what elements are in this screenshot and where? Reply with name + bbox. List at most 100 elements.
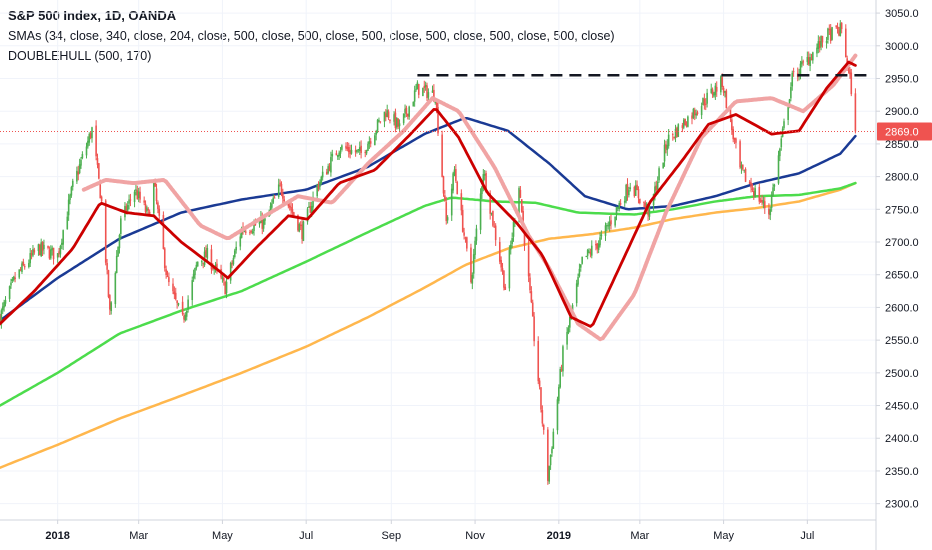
candle-body — [628, 190, 630, 196]
candle — [581, 256, 583, 265]
y-tick-label: 2950.0 — [885, 73, 919, 85]
candle-body — [338, 152, 340, 157]
candle-body — [818, 40, 821, 49]
candle — [0, 313, 1, 326]
candle-body — [387, 111, 390, 119]
candle-body — [437, 106, 439, 134]
candle — [192, 269, 195, 282]
candle-body — [520, 199, 523, 212]
candle-body — [599, 237, 601, 246]
candle-body — [50, 249, 52, 259]
candle-body — [799, 63, 802, 76]
candle-body — [579, 264, 582, 268]
candle-body — [821, 35, 824, 43]
candle-body — [71, 180, 74, 187]
candle — [426, 82, 428, 102]
candle-body — [80, 159, 82, 166]
candle-body — [788, 99, 791, 107]
candle — [187, 295, 189, 313]
candle-body — [273, 197, 276, 199]
candle-body — [223, 277, 225, 281]
candle — [203, 247, 206, 267]
candle — [346, 142, 349, 152]
candle-body — [172, 283, 174, 292]
candle-body — [88, 134, 91, 143]
candle-body — [560, 369, 563, 371]
candle-body — [271, 203, 273, 208]
candle-body — [383, 111, 386, 122]
candle-body — [205, 250, 207, 258]
candle-body — [828, 29, 831, 31]
candle — [8, 285, 11, 302]
candle — [714, 82, 717, 100]
candle-body — [494, 225, 497, 241]
candle-body — [66, 216, 69, 230]
candle — [376, 118, 379, 134]
candle-body — [312, 197, 314, 208]
candle — [389, 119, 391, 124]
candle — [177, 302, 180, 307]
y-tick-label: 2550.0 — [885, 335, 919, 347]
sma-indicator-label[interactable]: SMAs (34, close, 340, close, 204, close,… — [8, 29, 615, 43]
candle-body — [625, 184, 627, 202]
y-tick-label: 3000.0 — [885, 41, 919, 53]
candle-body — [85, 146, 88, 156]
candle-body — [498, 241, 501, 262]
candle-body — [37, 244, 40, 252]
candle-body — [838, 29, 840, 36]
candle-body — [232, 258, 235, 265]
candle-body — [194, 267, 196, 276]
candle — [78, 158, 81, 175]
candle — [412, 101, 415, 107]
candle — [588, 248, 590, 254]
candle — [356, 149, 358, 154]
candle — [541, 405, 544, 427]
candle-body — [10, 282, 12, 286]
candle — [66, 211, 69, 230]
candle — [590, 240, 593, 259]
candle — [691, 112, 693, 125]
candle — [529, 273, 531, 294]
doublehull-indicator-label[interactable]: DOUBLEHULL (500, 170) — [8, 49, 152, 63]
candle-body — [816, 47, 818, 54]
candle — [831, 26, 833, 41]
candle — [374, 132, 376, 146]
candle-body — [96, 158, 99, 165]
candle — [165, 265, 167, 279]
candle-body — [272, 197, 275, 203]
candle — [720, 75, 722, 96]
candle-body — [729, 107, 732, 119]
candle-body — [23, 266, 26, 268]
candle — [422, 87, 424, 97]
candle — [754, 184, 756, 198]
candle — [629, 182, 632, 192]
candle-body — [100, 196, 103, 202]
candle-body — [444, 195, 446, 201]
candle-body — [253, 223, 255, 231]
candle — [114, 271, 117, 308]
candle-body — [614, 216, 616, 226]
candle — [750, 177, 752, 193]
candle-body — [302, 221, 305, 241]
candle — [687, 115, 689, 128]
candle — [232, 255, 235, 266]
candle-body — [844, 28, 847, 58]
candle-body — [533, 316, 535, 342]
candle-body — [393, 114, 395, 122]
candle — [1, 302, 4, 314]
candle-body — [41, 241, 44, 251]
candle-body — [472, 254, 475, 274]
candle-body — [269, 205, 272, 212]
candle — [350, 144, 353, 155]
candle — [724, 90, 726, 98]
candle — [562, 344, 564, 377]
candle — [423, 80, 426, 93]
candle — [195, 261, 198, 271]
candle-body — [358, 147, 361, 152]
x-tick-label: May — [212, 530, 233, 542]
candle — [779, 147, 781, 162]
candle — [599, 232, 601, 248]
candle — [445, 196, 448, 225]
candle — [137, 187, 140, 203]
